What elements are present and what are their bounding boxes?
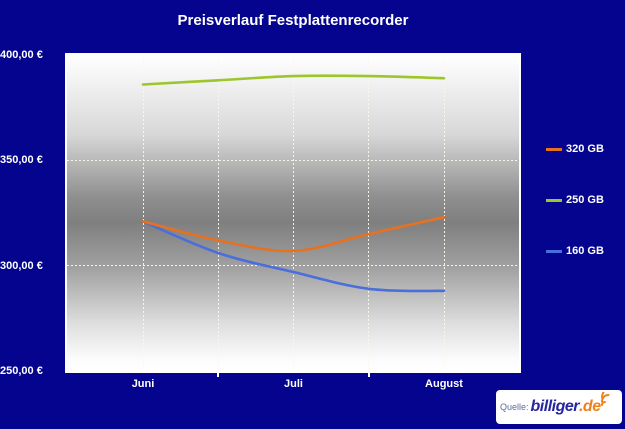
gridline-horizontal — [67, 159, 519, 161]
gridline-vertical — [443, 55, 445, 371]
y-tick-label: 400,00 € — [0, 49, 43, 61]
line-series-svg — [141, 74, 446, 293]
series-line-320-gb — [141, 215, 446, 253]
x-axis-tick — [217, 373, 220, 377]
y-tick-label: 350,00 € — [0, 154, 43, 167]
legend-swatch — [546, 198, 562, 202]
gridline-vertical — [217, 55, 219, 371]
legend-swatch — [546, 249, 562, 253]
gridline-vertical — [368, 55, 370, 371]
legend-item: 160 GB — [546, 245, 604, 257]
legend-item-label: 160 GB — [566, 245, 604, 257]
gridline-horizontal — [67, 265, 519, 267]
chart-title: Preisverlauf Festplattenrecorder — [177, 12, 409, 29]
x-axis-tick — [367, 373, 370, 377]
source-badge: Quelle: billiger .de — [496, 390, 622, 424]
series-line-160-gb — [141, 220, 446, 293]
x-tick-label: Juni — [131, 378, 155, 390]
legend-item: 250 GB — [546, 194, 604, 206]
series-line-250-gb — [141, 74, 446, 86]
y-tick-label: 250,00 € — [0, 365, 43, 377]
plot-area — [65, 53, 521, 373]
signal-waves-icon — [600, 392, 610, 406]
source-brand-label: billiger — [530, 398, 580, 415]
legend-swatch — [546, 147, 562, 151]
x-tick-label: Juli — [284, 378, 303, 390]
gridline-vertical — [142, 55, 144, 371]
source-tld-label: .de — [578, 398, 601, 415]
gridline-vertical — [293, 55, 294, 371]
source-prefix-label: Quelle: — [500, 402, 529, 412]
legend-item-label: 320 GB — [566, 143, 604, 155]
x-tick-label: August — [425, 378, 463, 390]
y-tick-label: 300,00 € — [0, 259, 43, 272]
legend-item: 320 GB — [546, 143, 604, 155]
legend-item-label: 250 GB — [566, 194, 604, 206]
